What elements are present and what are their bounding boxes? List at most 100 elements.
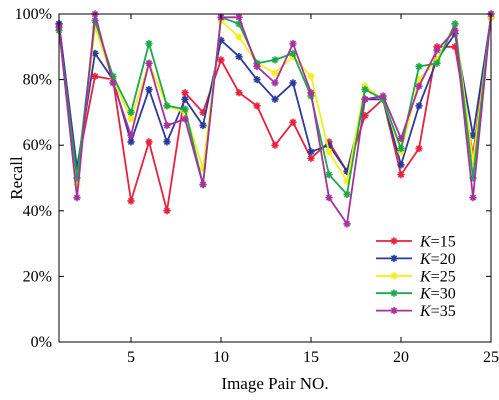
- data-point: [325, 148, 333, 156]
- data-point: [199, 180, 207, 189]
- data-point: [343, 220, 351, 228]
- data-point: [307, 154, 315, 162]
- series-k-30: [55, 10, 495, 198]
- data-point: [397, 135, 405, 143]
- legend-entry: K=15: [376, 234, 456, 251]
- y-tick-label: 60%: [23, 137, 52, 154]
- legend-swatch-marker: [390, 289, 398, 297]
- data-point: [271, 69, 279, 77]
- data-point: [181, 95, 189, 103]
- data-point: [469, 131, 477, 139]
- data-point: [145, 39, 153, 48]
- data-point: [289, 79, 297, 87]
- legend-entry: K=20: [376, 251, 456, 268]
- x-axis-title: Image Pair NO.: [221, 374, 328, 393]
- data-point: [91, 72, 99, 80]
- data-point: [217, 56, 225, 64]
- plot-lines: [55, 10, 495, 228]
- data-point: [379, 92, 387, 100]
- data-point: [253, 102, 261, 110]
- axis-ticks: [59, 13, 492, 343]
- data-point: [415, 102, 423, 110]
- data-point: [127, 115, 135, 123]
- legend-entry: K=30: [376, 286, 456, 303]
- y-tick-label: 100%: [15, 6, 52, 23]
- x-tick-label: 10: [213, 349, 229, 366]
- data-point: [451, 26, 459, 34]
- data-point: [235, 53, 243, 61]
- y-tick-label: 80%: [23, 72, 52, 89]
- data-point: [253, 62, 261, 71]
- data-point: [433, 59, 441, 67]
- y-tick-label: 20%: [23, 268, 52, 285]
- data-point: [415, 82, 423, 90]
- data-point: [181, 115, 189, 123]
- data-point: [325, 194, 333, 202]
- data-point: [127, 197, 135, 205]
- legend-entry: K=25: [376, 268, 456, 285]
- data-point: [307, 72, 315, 80]
- data-point: [235, 13, 243, 21]
- data-point: [361, 85, 369, 94]
- legend-swatch-marker: [390, 254, 398, 262]
- data-point: [289, 118, 297, 126]
- data-point: [163, 121, 171, 130]
- data-point: [451, 20, 459, 28]
- data-point: [181, 105, 189, 113]
- data-point: [397, 144, 405, 153]
- data-point: [163, 207, 171, 215]
- data-point: [217, 36, 225, 44]
- y-tick-label: 0%: [31, 334, 52, 351]
- data-point: [469, 194, 477, 202]
- data-point: [109, 79, 117, 87]
- legend-label: K=35: [419, 303, 456, 320]
- data-point: [397, 161, 405, 169]
- data-point: [163, 102, 171, 110]
- data-point: [181, 89, 189, 97]
- data-point: [127, 108, 135, 116]
- data-point: [271, 56, 279, 64]
- legend-entry: K=35: [376, 303, 456, 320]
- data-point: [127, 138, 135, 146]
- x-tick-label: 20: [393, 349, 409, 366]
- data-point: [91, 49, 99, 57]
- plot-frame: [58, 13, 492, 343]
- data-point: [343, 190, 351, 198]
- data-point: [433, 46, 441, 54]
- legend-label: K=15: [419, 234, 456, 251]
- data-point: [163, 138, 171, 146]
- data-point: [271, 95, 279, 103]
- data-point: [253, 76, 261, 84]
- data-point: [289, 49, 297, 57]
- legend-label: K=25: [419, 268, 456, 285]
- data-point: [73, 194, 81, 202]
- tick-labels: 5 10 15 20 25 0% 20% 40% 60% 80% 100%: [15, 6, 499, 366]
- data-point: [199, 121, 207, 130]
- y-axis-title: Recall: [7, 156, 26, 200]
- data-point: [271, 79, 279, 87]
- data-point: [127, 131, 135, 139]
- data-point: [145, 59, 153, 67]
- legend-swatch-marker: [390, 237, 398, 245]
- data-point: [199, 108, 207, 116]
- data-point: [235, 33, 243, 41]
- data-point: [289, 39, 297, 48]
- x-tick-label: 25: [483, 349, 499, 366]
- legend-label: K=30: [419, 286, 456, 303]
- legend-label: K=20: [419, 251, 456, 268]
- legend-swatch-marker: [390, 307, 398, 315]
- series-k-35: [55, 10, 495, 228]
- series-k-15: [55, 13, 495, 215]
- data-point: [145, 85, 153, 94]
- x-tick-label: 5: [127, 349, 135, 366]
- data-point: [307, 89, 315, 97]
- legend-swatch-marker: [390, 272, 398, 280]
- data-point: [415, 144, 423, 153]
- data-point: [415, 62, 423, 71]
- data-point: [271, 141, 279, 149]
- data-point: [307, 148, 315, 156]
- data-point: [361, 95, 369, 103]
- legend: K=15K=20K=25K=30K=35: [376, 234, 456, 320]
- y-tick-label: 40%: [23, 203, 52, 220]
